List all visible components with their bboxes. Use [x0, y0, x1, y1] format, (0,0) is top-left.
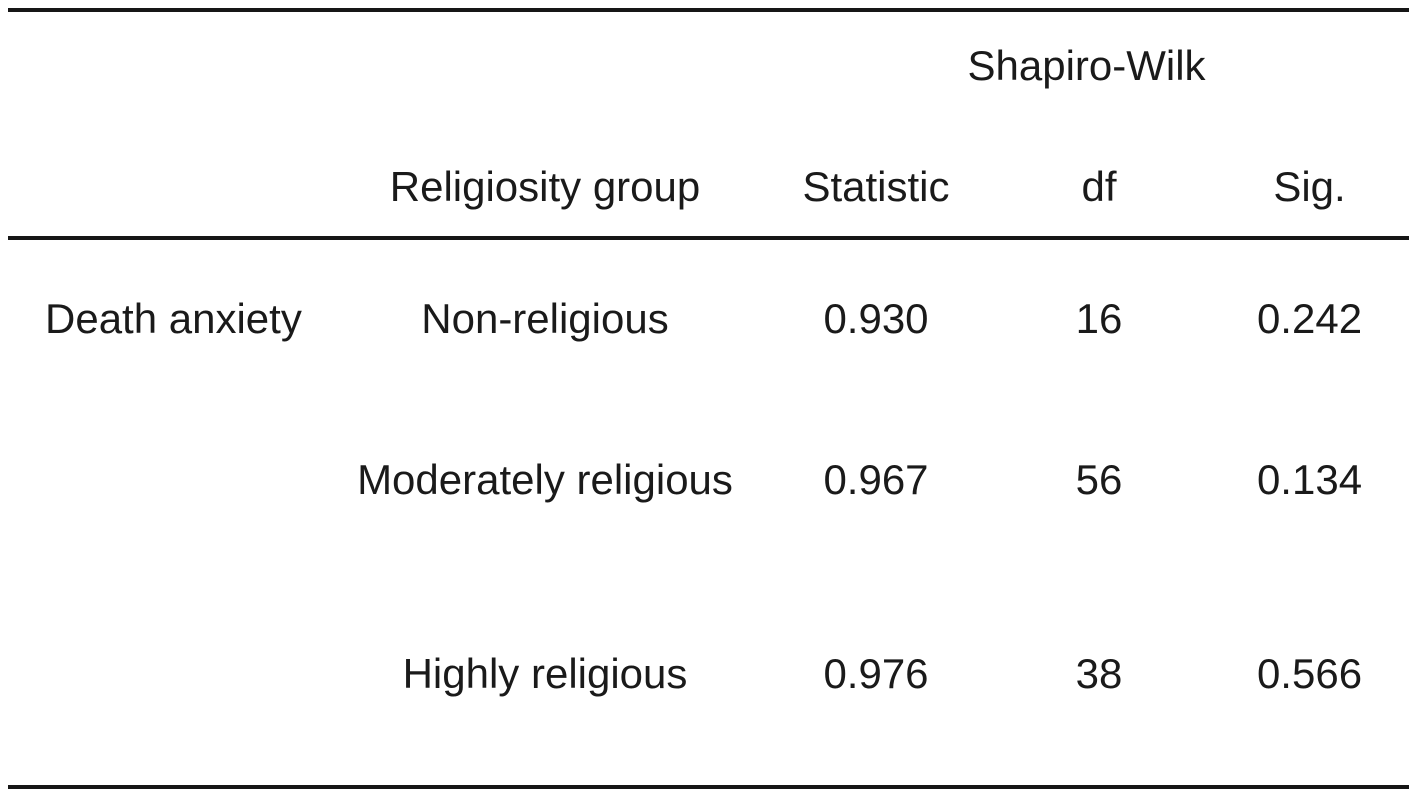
col-header-df: df — [988, 120, 1210, 240]
cell-statistic: 0.930 — [823, 294, 929, 342]
cell-df: 56 — [1075, 456, 1123, 504]
cell-df: 38 — [1075, 649, 1123, 697]
document-page: Shapiro-Wilk Religiosity group Statistic… — [0, 8, 1417, 812]
cell-statistic: 0.967 — [823, 456, 929, 504]
col-header-row-label — [8, 120, 326, 240]
shapiro-wilk-span-header: Shapiro-Wilk — [967, 41, 1206, 89]
table-row: Moderately religious 0.967 56 0.134 — [8, 398, 1409, 563]
cell-religiosity-group: Moderately religious — [357, 456, 733, 504]
col-header-sig: Sig. — [1210, 120, 1410, 240]
table-row: Highly religious 0.976 38 0.566 — [8, 563, 1410, 787]
table-row: Death anxiety Non-religious 0.930 16 0.2… — [8, 238, 1409, 398]
col-header-statistic: Statistic — [764, 120, 988, 240]
cell-sig: 0.134 — [1256, 456, 1363, 504]
shapiro-wilk-table: Shapiro-Wilk Religiosity group Statistic… — [8, 8, 1410, 789]
cell-statistic: 0.976 — [823, 649, 929, 697]
cell-sig: 0.242 — [1256, 294, 1363, 342]
cell-religiosity-group: Highly religious — [402, 649, 688, 697]
row-group-label — [8, 398, 326, 563]
row-group-label: Death anxiety — [45, 294, 302, 342]
column-header-row: Religiosity group Statistic df Sig. — [8, 120, 1410, 240]
cell-sig: 0.566 — [1256, 649, 1363, 697]
spanning-header-row: Shapiro-Wilk — [8, 10, 1409, 120]
table-body: Death anxiety Non-religious 0.930 16 0.2… — [8, 238, 1410, 787]
cell-df: 16 — [1075, 294, 1123, 342]
cell-religiosity-group: Non-religious — [421, 294, 669, 342]
table-header: Shapiro-Wilk Religiosity group Statistic… — [8, 10, 1410, 240]
row-group-label — [8, 563, 326, 787]
col-header-religiosity-group: Religiosity group — [326, 120, 764, 240]
spanning-header-spacer — [8, 10, 764, 120]
